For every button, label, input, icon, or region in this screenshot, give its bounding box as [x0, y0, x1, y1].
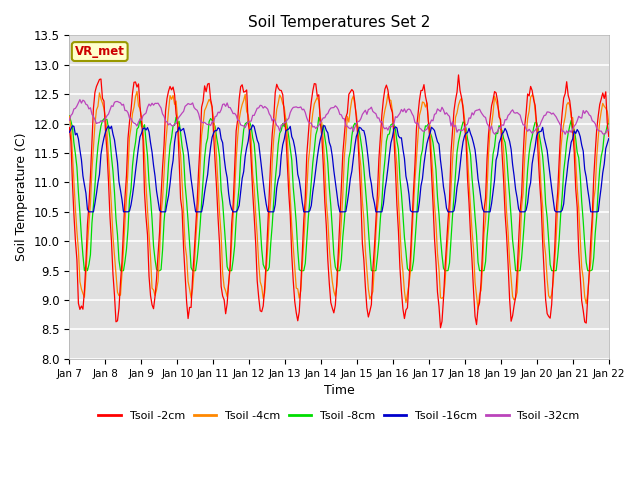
X-axis label: Time: Time: [324, 384, 355, 397]
Legend: Tsoil -2cm, Tsoil -4cm, Tsoil -8cm, Tsoil -16cm, Tsoil -32cm: Tsoil -2cm, Tsoil -4cm, Tsoil -8cm, Tsoi…: [94, 407, 584, 425]
Text: VR_met: VR_met: [75, 45, 125, 58]
Title: Soil Temperatures Set 2: Soil Temperatures Set 2: [248, 15, 430, 30]
Y-axis label: Soil Temperature (C): Soil Temperature (C): [15, 133, 28, 262]
